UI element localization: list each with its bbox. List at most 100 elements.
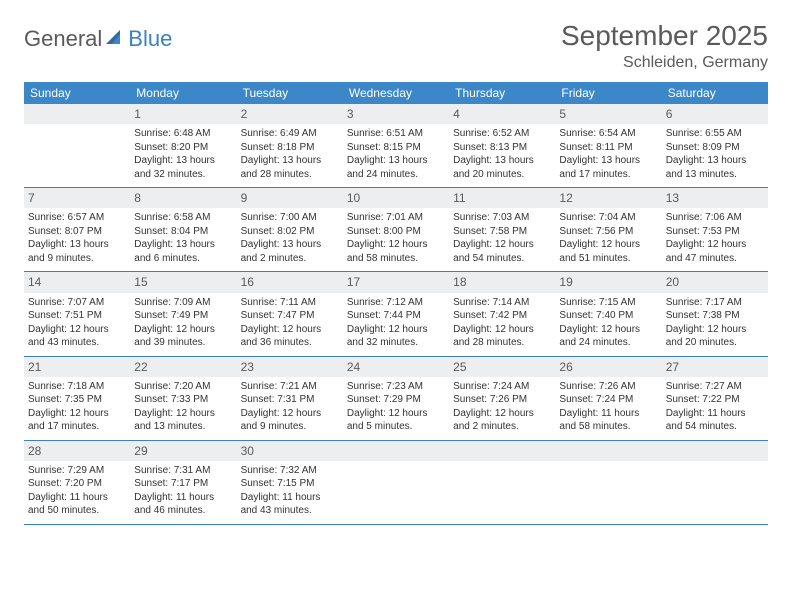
day-number: 10 [343, 188, 449, 208]
weeks-container: 1Sunrise: 6:48 AMSunset: 8:20 PMDaylight… [24, 104, 768, 525]
day-number: 6 [662, 104, 768, 124]
sunset-text: Sunset: 8:13 PM [453, 141, 551, 155]
sunrise-text: Sunrise: 6:52 AM [453, 127, 551, 141]
day-cell: 23Sunrise: 7:21 AMSunset: 7:31 PMDayligh… [237, 357, 343, 440]
sunrise-text: Sunrise: 7:12 AM [347, 296, 445, 310]
sunset-text: Sunset: 7:58 PM [453, 225, 551, 239]
day-number: 30 [237, 441, 343, 461]
sunrise-text: Sunrise: 7:24 AM [453, 380, 551, 394]
day-cell: 19 Sunrise: 7:15 AMSunset: 7:40 PMDayligh… [555, 272, 661, 355]
day-cell: 29Sunrise: 7:31 AMSunset: 7:17 PMDayligh… [130, 441, 236, 524]
sunset-text: Sunset: 7:24 PM [559, 393, 657, 407]
day-cell: 3Sunrise: 6:51 AMSunset: 8:15 PMDaylight… [343, 104, 449, 187]
day-number: 12 [555, 188, 661, 208]
sunrise-text: Sunrise: 7:31 AM [134, 464, 232, 478]
sunrise-text: Sunrise: 6:55 AM [666, 127, 764, 141]
day-number: 5 [555, 104, 661, 124]
day-cell: 21Sunrise: 7:18 AMSunset: 7:35 PMDayligh… [24, 357, 130, 440]
day-number [343, 441, 449, 461]
sunset-text: Sunset: 7:15 PM [241, 477, 339, 491]
day-number: 21 [24, 357, 130, 377]
day-number: 13 [662, 188, 768, 208]
sunrise-text: Sunrise: 7:23 AM [347, 380, 445, 394]
daylight-text: Daylight: 11 hours and 58 minutes. [559, 407, 657, 434]
daylight-text: Daylight: 13 hours and 32 minutes. [134, 154, 232, 181]
daylight-text: Daylight: 12 hours and 24 minutes. [559, 323, 657, 350]
month-title: September 2025 [561, 20, 768, 52]
daylight-text: Daylight: 12 hours and 39 minutes. [134, 323, 232, 350]
daylight-text: Daylight: 12 hours and 47 minutes. [666, 238, 764, 265]
sunset-text: Sunset: 7:38 PM [666, 309, 764, 323]
day-cell: 11Sunrise: 7:03 AMSunset: 7:58 PMDayligh… [449, 188, 555, 271]
daylight-text: Daylight: 12 hours and 32 minutes. [347, 323, 445, 350]
daylight-text: Daylight: 13 hours and 20 minutes. [453, 154, 551, 181]
sunset-text: Sunset: 7:42 PM [453, 309, 551, 323]
daylight-text: Daylight: 11 hours and 50 minutes. [28, 491, 126, 518]
day-cell: 6 Sunrise: 6:55 AMSunset: 8:09 PMDaylight… [662, 104, 768, 187]
sunrise-text: Sunrise: 7:11 AM [241, 296, 339, 310]
day-cell: 9Sunrise: 7:00 AMSunset: 8:02 PMDaylight… [237, 188, 343, 271]
day-cell: 28Sunrise: 7:29 AMSunset: 7:20 PMDayligh… [24, 441, 130, 524]
day-number [449, 441, 555, 461]
day-number: 19 [555, 272, 661, 292]
daylight-text: Daylight: 12 hours and 54 minutes. [453, 238, 551, 265]
sunrise-text: Sunrise: 7:17 AM [666, 296, 764, 310]
day-number: 15 [130, 272, 236, 292]
dow-thursday: Thursday [449, 82, 555, 104]
calendar: Sunday Monday Tuesday Wednesday Thursday… [24, 82, 768, 525]
week-row: 21Sunrise: 7:18 AMSunset: 7:35 PMDayligh… [24, 357, 768, 441]
day-number [662, 441, 768, 461]
day-cell: 17Sunrise: 7:12 AMSunset: 7:44 PMDayligh… [343, 272, 449, 355]
sunset-text: Sunset: 7:31 PM [241, 393, 339, 407]
day-number: 1 [130, 104, 236, 124]
day-cell: 20Sunrise: 7:17 AMSunset: 7:38 PMDayligh… [662, 272, 768, 355]
sunset-text: Sunset: 7:51 PM [28, 309, 126, 323]
daylight-text: Daylight: 12 hours and 13 minutes. [134, 407, 232, 434]
sunrise-text: Sunrise: 6:58 AM [134, 211, 232, 225]
daylight-text: Daylight: 12 hours and 5 minutes. [347, 407, 445, 434]
sunrise-text: Sunrise: 7:06 AM [666, 211, 764, 225]
sunrise-text: Sunrise: 6:49 AM [241, 127, 339, 141]
logo-text-blue: Blue [128, 26, 172, 52]
day-number: 27 [662, 357, 768, 377]
day-cell [343, 441, 449, 524]
dow-wednesday: Wednesday [343, 82, 449, 104]
dow-friday: Friday [555, 82, 661, 104]
daylight-text: Daylight: 13 hours and 13 minutes. [666, 154, 764, 181]
sunset-text: Sunset: 8:20 PM [134, 141, 232, 155]
day-cell: 26Sunrise: 7:26 AMSunset: 7:24 PMDayligh… [555, 357, 661, 440]
daylight-text: Daylight: 11 hours and 46 minutes. [134, 491, 232, 518]
sunset-text: Sunset: 7:53 PM [666, 225, 764, 239]
day-number: 22 [130, 357, 236, 377]
sunset-text: Sunset: 7:17 PM [134, 477, 232, 491]
sunrise-text: Sunrise: 7:15 AM [559, 296, 657, 310]
logo: General Blue [24, 26, 172, 52]
sunset-text: Sunset: 8:09 PM [666, 141, 764, 155]
sunset-text: Sunset: 7:20 PM [28, 477, 126, 491]
daylight-text: Daylight: 12 hours and 9 minutes. [241, 407, 339, 434]
day-cell: 5Sunrise: 6:54 AMSunset: 8:11 PMDaylight… [555, 104, 661, 187]
day-number [555, 441, 661, 461]
sunset-text: Sunset: 7:26 PM [453, 393, 551, 407]
sunset-text: Sunset: 8:00 PM [347, 225, 445, 239]
daylight-text: Daylight: 12 hours and 28 minutes. [453, 323, 551, 350]
sunset-text: Sunset: 8:04 PM [134, 225, 232, 239]
daylight-text: Daylight: 12 hours and 43 minutes. [28, 323, 126, 350]
daylight-text: Daylight: 12 hours and 51 minutes. [559, 238, 657, 265]
day-cell: 2Sunrise: 6:49 AMSunset: 8:18 PMDaylight… [237, 104, 343, 187]
day-number: 4 [449, 104, 555, 124]
sunrise-text: Sunrise: 7:04 AM [559, 211, 657, 225]
day-cell: 14Sunrise: 7:07 AMSunset: 7:51 PMDayligh… [24, 272, 130, 355]
day-number: 17 [343, 272, 449, 292]
sunset-text: Sunset: 7:40 PM [559, 309, 657, 323]
day-cell: 27Sunrise: 7:27 AMSunset: 7:22 PMDayligh… [662, 357, 768, 440]
daylight-text: Daylight: 13 hours and 17 minutes. [559, 154, 657, 181]
day-number: 25 [449, 357, 555, 377]
day-number: 23 [237, 357, 343, 377]
sunset-text: Sunset: 7:29 PM [347, 393, 445, 407]
header: General Blue September 2025 Schleiden, G… [24, 20, 768, 72]
daylight-text: Daylight: 13 hours and 6 minutes. [134, 238, 232, 265]
day-number: 2 [237, 104, 343, 124]
sunset-text: Sunset: 8:07 PM [28, 225, 126, 239]
sunrise-text: Sunrise: 6:54 AM [559, 127, 657, 141]
